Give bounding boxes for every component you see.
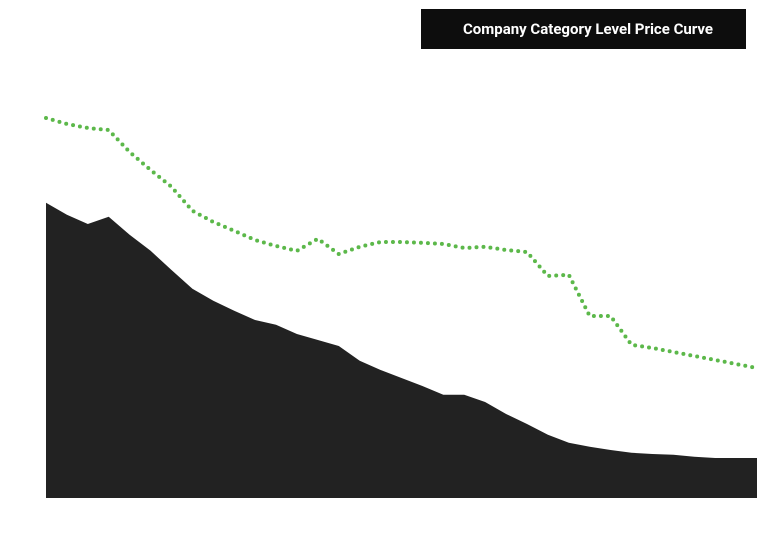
chart-title: Company Category Level Price Curve	[463, 20, 713, 38]
dotted-line	[44, 116, 759, 370]
title-box	[421, 9, 746, 49]
area	[46, 202, 757, 499]
